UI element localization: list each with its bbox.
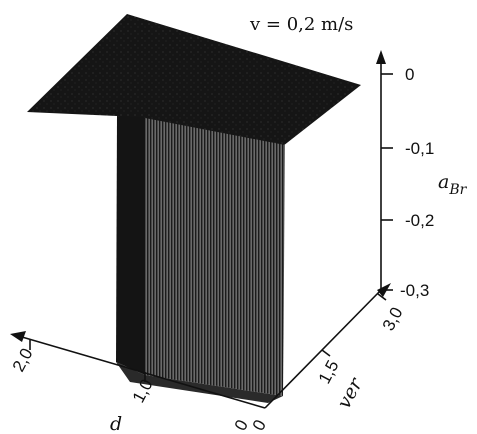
z-tick-label-1: -0,1 [405,139,434,158]
z-axis-label-sub: Br [448,182,467,198]
y-axis-label: ver [333,373,368,412]
z-axis-label-main: a [438,171,449,193]
z-tick-label-0: 0 [405,65,414,84]
y-tick-label-0: 0 [249,417,270,434]
z-tick-label-3: -0,3 [400,281,429,300]
x-axis-line [21,336,266,409]
x-axis-arrow [10,331,26,342]
chart-title: v = 0,2 m/s [249,14,353,35]
surface-left-wall [116,116,145,375]
y-axis-arrow [377,283,391,297]
surface-top-plateau [27,14,361,164]
y-axis-line [264,289,382,409]
z-axis-arrow [376,50,386,64]
x-axis [10,331,266,409]
y-tick-label-1: 1,5 [315,357,343,387]
surface-well-floor [116,362,283,403]
z-tick-label-2: -0,2 [405,211,434,230]
surface-back-wall [145,118,285,396]
z-axis-label: aBr [438,171,468,198]
y-tick-label-2: 3,0 [379,304,407,334]
y-axis [264,283,391,409]
x-tick-label-0: 0 [231,417,252,434]
y-tick-end [377,293,387,301]
x-tick-label-2: 2,0 [9,345,37,375]
z-axis [376,50,393,291]
y-tick-mid [321,349,331,357]
x-axis-label: d [110,413,122,434]
